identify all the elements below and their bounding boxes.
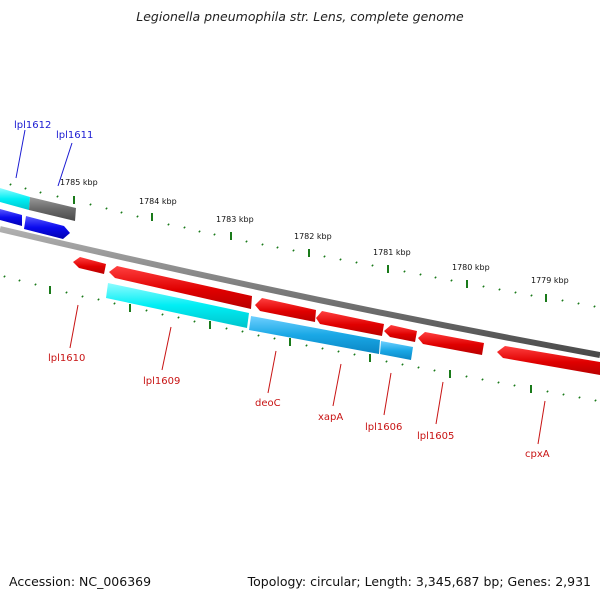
gene-lpl1612[interactable]	[0, 188, 30, 210]
forward-tick-row	[9, 183, 596, 308]
scale-label: 1785 kbp	[60, 178, 98, 187]
leader-line	[57, 142, 73, 187]
gene-lpl1606[interactable]	[380, 341, 413, 360]
genome-summary-text: Topology: circular; Length: 3,345,687 bp…	[247, 574, 591, 589]
leader-line	[161, 326, 172, 371]
label-lpl1610[interactable]: lpl1610	[48, 353, 85, 364]
leader-line	[332, 363, 342, 407]
gene-dark-blue-2[interactable]	[24, 216, 70, 239]
leader-line	[383, 372, 392, 416]
gene-red-arrow-3[interactable]	[384, 325, 417, 342]
label-deoC[interactable]: deoC	[255, 398, 281, 409]
leader-line	[435, 381, 444, 425]
scale-label: 1779 kbp	[531, 276, 569, 285]
forward-gene-labels: lpl1612 lpl1611	[14, 120, 93, 187]
gene-red-arrow-1[interactable]	[109, 266, 252, 309]
gene-dark-blue-1[interactable]	[0, 209, 22, 226]
label-lpl1609[interactable]: lpl1609	[143, 376, 180, 387]
scale-label: 1780 kbp	[452, 263, 490, 272]
scale-label: 1781 kbp	[373, 248, 411, 257]
gene-xapA[interactable]	[316, 311, 384, 336]
gene-lpl1605[interactable]	[418, 332, 484, 355]
scale-label: 1784 kbp	[139, 197, 177, 206]
map-title: Legionella pneumophila str. Lens, comple…	[136, 9, 464, 24]
gene-lpl1609[interactable]	[106, 283, 249, 328]
label-lpl1611[interactable]: lpl1611	[56, 130, 93, 141]
gene-cpxA[interactable]	[497, 346, 600, 375]
leader-line	[69, 304, 79, 349]
genome-backbone	[0, 226, 600, 358]
forward-genes	[0, 188, 76, 239]
reverse-gene-labels: lpl1610 lpl1609 deoC xapA lpl1606 lpl160…	[48, 304, 550, 460]
gene-red-arrow-2[interactable]	[255, 298, 316, 322]
label-lpl1605[interactable]: lpl1605	[417, 431, 454, 442]
gene-deoC[interactable]	[249, 316, 380, 354]
label-lpl1612[interactable]: lpl1612	[14, 120, 51, 131]
accession-text: Accession: NC_006369	[9, 574, 152, 589]
leader-line	[267, 350, 277, 394]
reverse-genes	[73, 257, 600, 375]
gene-lpl1611[interactable]	[29, 197, 76, 221]
reverse-tick-row	[3, 275, 597, 402]
label-cpxA[interactable]: cpxA	[525, 449, 550, 460]
scale-label: 1782 kbp	[294, 232, 332, 241]
label-xapA[interactable]: xapA	[318, 412, 343, 423]
leader-line	[15, 129, 26, 179]
gene-lpl1610[interactable]	[73, 257, 106, 274]
leader-line	[537, 400, 546, 445]
scale-label: 1783 kbp	[216, 215, 254, 224]
label-lpl1606[interactable]: lpl1606	[365, 422, 402, 433]
